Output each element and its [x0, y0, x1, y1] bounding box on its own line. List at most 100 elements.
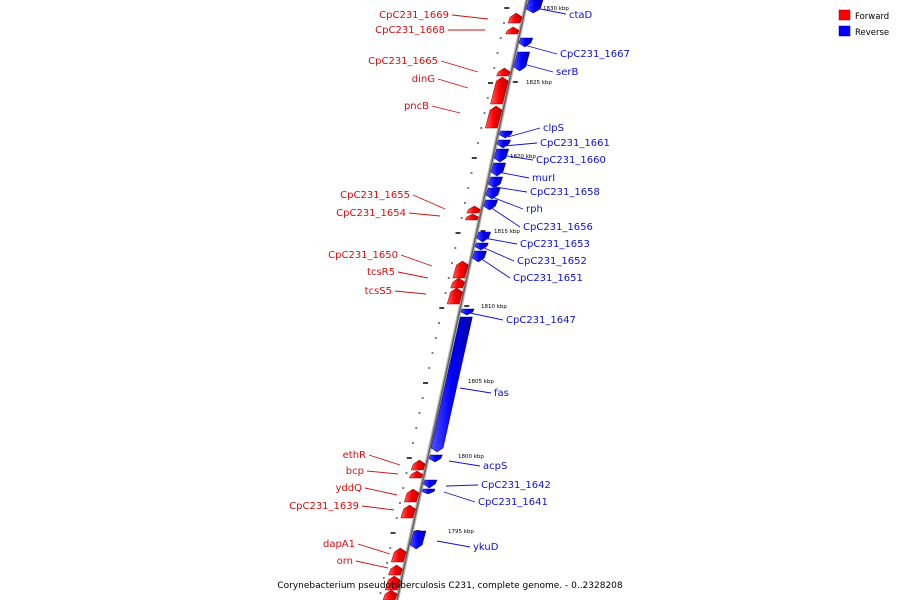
gene-label[interactable]: fas: [494, 388, 509, 399]
gene-label[interactable]: CpC231_1655: [340, 190, 410, 201]
reverse-gene-arrow[interactable]: [485, 187, 501, 200]
label-connector: [507, 127, 541, 138]
gene-label[interactable]: CpC231_1651: [513, 273, 583, 284]
reverse-gene-arrow[interactable]: [487, 176, 503, 189]
reverse-gene-arrow[interactable]: [471, 250, 487, 263]
label-connector: [440, 60, 479, 73]
label-connector: [523, 44, 558, 55]
gene-label[interactable]: CpC231_1654: [336, 208, 406, 219]
gene-label[interactable]: CpC231_1661: [540, 138, 610, 149]
gene-label[interactable]: rph: [526, 204, 543, 215]
forward-gene-arrow[interactable]: [388, 564, 403, 576]
gene-label[interactable]: CpC231_1658: [530, 187, 600, 198]
forward-gene-arrow[interactable]: [410, 459, 426, 471]
scale-label: 1820 kbp: [510, 154, 536, 160]
forward-gene-arrow[interactable]: [496, 67, 511, 77]
forward-gene-arrow[interactable]: [384, 575, 401, 591]
gene-label[interactable]: pncB: [404, 101, 429, 112]
label-connector: [491, 196, 524, 210]
gene-label[interactable]: CpC231_1650: [328, 250, 398, 261]
forward-gene-arrow[interactable]: [400, 504, 416, 519]
gene-label[interactable]: ykuD: [473, 542, 499, 553]
reverse-gene-arrow[interactable]: [525, 0, 544, 14]
gene-label[interactable]: serB: [556, 67, 578, 78]
reverse-gene-arrow[interactable]: [513, 51, 531, 72]
label-connector: [431, 105, 461, 114]
reverse-gene-arrow[interactable]: [421, 488, 436, 495]
gene-label[interactable]: bcp: [346, 466, 364, 477]
scale-label: 1830 kbp: [543, 6, 569, 12]
gene-label[interactable]: CpC231_1667: [560, 49, 630, 60]
gene-label[interactable]: CpC231_1652: [517, 256, 587, 267]
reverse-gene-arrow[interactable]: [476, 231, 492, 243]
label-connector: [519, 62, 554, 73]
gene-label[interactable]: CpC231_1660: [536, 155, 606, 166]
gene-label[interactable]: CpC231_1653: [520, 239, 590, 250]
gene-label[interactable]: murI: [532, 173, 555, 184]
gene-label[interactable]: dapA1: [323, 539, 355, 550]
gene-label[interactable]: CpC231_1665: [368, 56, 438, 67]
reverse-gene-arrow[interactable]: [496, 139, 512, 149]
forward-gene-arrow[interactable]: [484, 105, 503, 129]
forward-gene-arrow[interactable]: [505, 26, 520, 35]
label-connector: [479, 257, 511, 279]
forward-gene-arrow[interactable]: [452, 260, 469, 279]
gene-label[interactable]: orn: [337, 556, 353, 567]
gene-label[interactable]: CpC231_1668: [375, 25, 445, 36]
scale-labels: 1830 kbp 1825 kbp 1820 kbp 1815 kbp 1810…: [448, 6, 569, 535]
gene-label[interactable]: CpC231_1656: [523, 222, 593, 233]
gene-label[interactable]: acpS: [483, 461, 507, 472]
scale-label: 1810 kbp: [481, 304, 507, 310]
forward-gene-arrow[interactable]: [409, 470, 424, 479]
label-connector: [497, 171, 530, 179]
reverse-gene-arrow[interactable]: [518, 37, 534, 48]
label-connector: [437, 78, 469, 89]
scale-label: 1805 kbp: [468, 379, 494, 385]
gene-label[interactable]: CpC231_1669: [379, 10, 449, 21]
reverse-gene-arrow[interactable]: [498, 130, 513, 139]
forward-gene-labels: CpC231_1669 CpC231_1668 CpC231_1665 dinG…: [289, 10, 449, 567]
scale-label: 1825 kbp: [526, 80, 552, 86]
reverse-gene-arrow[interactable]: [428, 454, 443, 463]
gene-label[interactable]: ctaD: [569, 10, 593, 21]
reverse-gene-arrow[interactable]: [460, 308, 475, 316]
forward-gene-arrow[interactable]: [382, 589, 398, 600]
scale-label: 1800 kbp: [458, 454, 484, 460]
reverse-gene-arrow[interactable]: [409, 530, 427, 550]
reverse-gene-arrow[interactable]: [422, 479, 438, 489]
gene-label[interactable]: CpC231_1642: [481, 480, 551, 491]
forward-gene-arrow[interactable]: [464, 213, 479, 221]
label-connector: [459, 387, 492, 394]
reverse-gene-labels: ctaD CpC231_1667 serB clpS CpC231_1661 C…: [473, 10, 630, 553]
map-caption: Corynebacterium pseudotuberculosis C231,…: [277, 581, 623, 591]
forward-gene-arrow[interactable]: [450, 277, 466, 289]
forward-gene-arrow[interactable]: [466, 205, 481, 214]
forward-gene-arrow[interactable]: [403, 488, 420, 503]
forward-gene-arrow[interactable]: [490, 76, 509, 105]
gene-label[interactable]: tcsR5: [367, 267, 395, 278]
gene-label[interactable]: CpC231_1639: [289, 501, 359, 512]
gene-label[interactable]: clpS: [543, 123, 564, 134]
gene-label[interactable]: dinG: [412, 74, 435, 85]
legend-swatch-forward: [838, 9, 851, 21]
gene-label[interactable]: ethR: [343, 450, 366, 461]
label-connector: [394, 290, 427, 295]
label-connector: [489, 206, 521, 228]
gene-label[interactable]: CpC231_1647: [506, 315, 576, 326]
reverse-gene-arrow[interactable]: [430, 316, 473, 453]
reverse-gene-arrow[interactable]: [490, 162, 507, 177]
label-connector: [408, 212, 441, 217]
label-connector: [366, 470, 399, 475]
label-connector: [397, 271, 429, 279]
label-connector: [451, 14, 489, 20]
gene-label[interactable]: tcsS5: [365, 286, 392, 297]
backbone-line: [395, 0, 529, 600]
reverse-gene-arrow[interactable]: [483, 199, 499, 211]
gene-label[interactable]: yddQ: [336, 483, 363, 494]
forward-gene-arrow[interactable]: [507, 12, 523, 24]
gene-label[interactable]: CpC231_1641: [478, 497, 548, 508]
label-connector: [361, 505, 395, 511]
forward-gene-arrow[interactable]: [390, 547, 407, 563]
forward-gene-arrow[interactable]: [446, 287, 463, 305]
